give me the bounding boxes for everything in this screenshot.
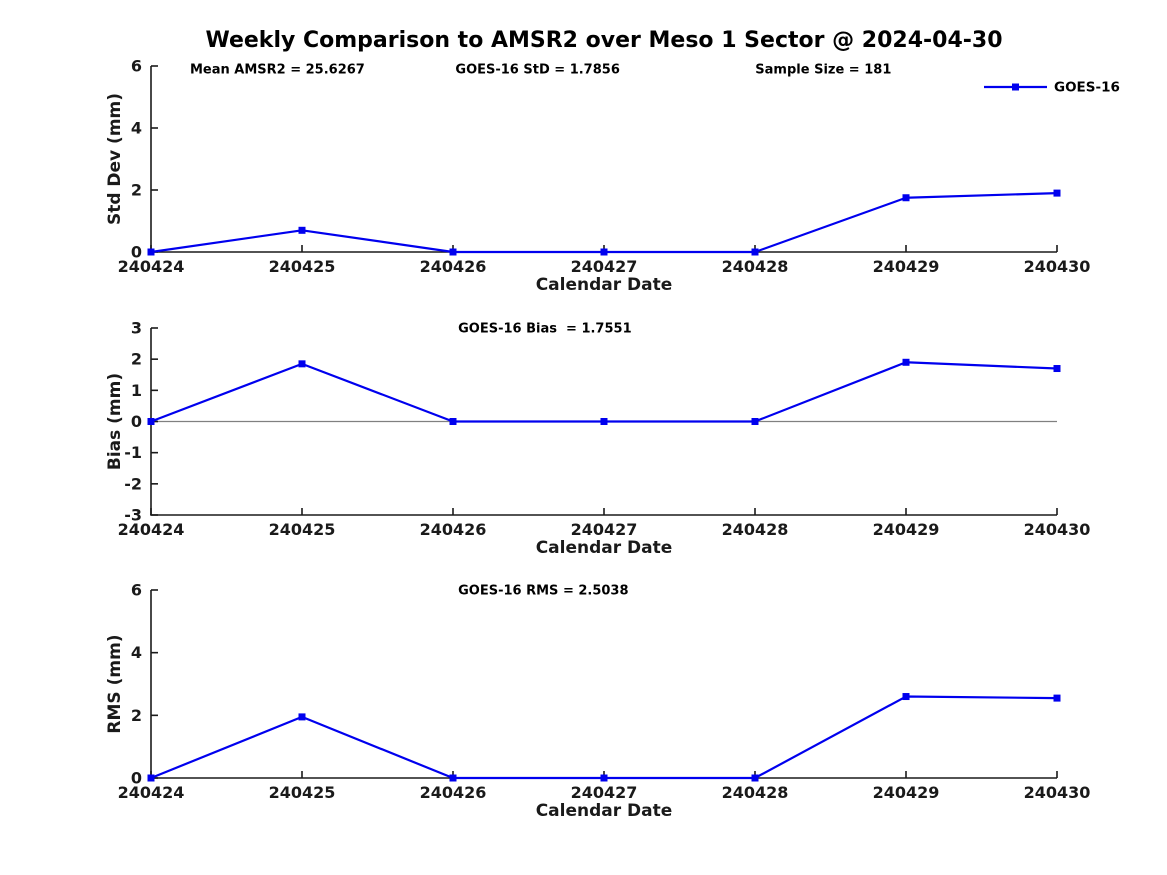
y-tick-label: 0: [131, 243, 142, 262]
annotation-text: GOES-16 RMS = 2.5038: [458, 584, 628, 599]
data-point-marker: [147, 248, 155, 256]
y-tick-label: -2: [124, 474, 142, 493]
y-tick-label: -1: [124, 443, 142, 462]
data-point-marker: [298, 226, 306, 234]
y-axis-label: Std Dev (mm): [105, 93, 125, 225]
data-point-marker: [449, 248, 457, 256]
x-tick-label: 240426: [420, 520, 487, 539]
x-tick-label: 240427: [571, 783, 638, 802]
y-tick-label: 4: [131, 643, 142, 662]
data-point-marker: [600, 774, 608, 782]
annotation-text: GOES-16 Bias = 1.7551: [458, 322, 632, 337]
data-point-marker: [751, 248, 759, 256]
x-tick-label: 240426: [420, 257, 487, 276]
annotation-text: Mean AMSR2 = 25.6267: [190, 63, 365, 78]
x-tick-label: 240427: [571, 520, 638, 539]
data-point-marker: [902, 358, 910, 366]
data-point-marker: [600, 418, 608, 425]
chart-title: Weekly Comparison to AMSR2 over Meso 1 S…: [205, 28, 1003, 53]
x-tick-label: 240424: [118, 520, 185, 539]
y-tick-label: 4: [131, 119, 142, 138]
data-point-marker: [751, 418, 759, 425]
y-tick-label: 2: [131, 181, 142, 200]
x-tick-label: 240429: [873, 520, 940, 539]
data-point-marker: [298, 360, 306, 368]
x-axis-label: Calendar Date: [536, 275, 673, 295]
y-tick-label: 2: [131, 706, 142, 725]
series-line: [150, 695, 1058, 780]
y-tick-label: 6: [131, 581, 142, 600]
annotation-text: Sample Size = 181: [755, 63, 891, 78]
data-point-marker: [751, 774, 759, 782]
data-point-marker: [147, 418, 155, 425]
x-tick-label: 240426: [420, 783, 487, 802]
y-tick-label: 0: [131, 769, 142, 788]
annotation-text: GOES-16 StD = 1.7856: [455, 63, 619, 78]
x-tick-label: 240425: [269, 257, 336, 276]
data-point-marker: [147, 774, 155, 782]
x-axis-label: Calendar Date: [536, 538, 673, 558]
data-point-marker: [449, 774, 457, 782]
y-tick-label: 6: [131, 57, 142, 76]
x-tick-label: 240430: [1024, 257, 1091, 276]
data-point-marker: [1053, 189, 1061, 197]
data-point-marker: [902, 693, 910, 701]
y-tick-label: 1: [131, 381, 142, 400]
x-tick-label: 240429: [873, 257, 940, 276]
legend-label: GOES-16: [1054, 80, 1120, 96]
y-tick-label: 3: [131, 319, 142, 338]
data-point-marker: [902, 194, 910, 202]
x-tick-label: 240428: [722, 257, 789, 276]
y-tick-label: 2: [131, 350, 142, 369]
data-point-marker: [600, 248, 608, 256]
data-point-marker: [1053, 694, 1061, 702]
series-line: [150, 361, 1058, 423]
data-point-marker: [298, 713, 306, 721]
x-tick-label: 240429: [873, 783, 940, 802]
x-tick-label: 240430: [1024, 520, 1091, 539]
x-tick-label: 240424: [118, 257, 185, 276]
data-point-marker: [449, 418, 457, 425]
legend-marker-icon: [1012, 83, 1019, 91]
x-tick-label: 240425: [269, 520, 336, 539]
y-tick-label: -3: [124, 506, 142, 525]
x-tick-label: 240427: [571, 257, 638, 276]
x-tick-label: 240430: [1024, 783, 1091, 802]
series-line: [150, 192, 1058, 254]
x-tick-label: 240428: [722, 520, 789, 539]
y-axis-label: Bias (mm): [105, 373, 125, 470]
x-axis-label: Calendar Date: [536, 801, 673, 821]
x-tick-label: 240428: [722, 783, 789, 802]
x-tick-label: 240425: [269, 783, 336, 802]
data-point-marker: [1053, 365, 1061, 373]
x-tick-label: 240424: [118, 783, 185, 802]
y-axis-label: RMS (mm): [105, 634, 125, 733]
y-tick-label: 0: [131, 412, 142, 431]
